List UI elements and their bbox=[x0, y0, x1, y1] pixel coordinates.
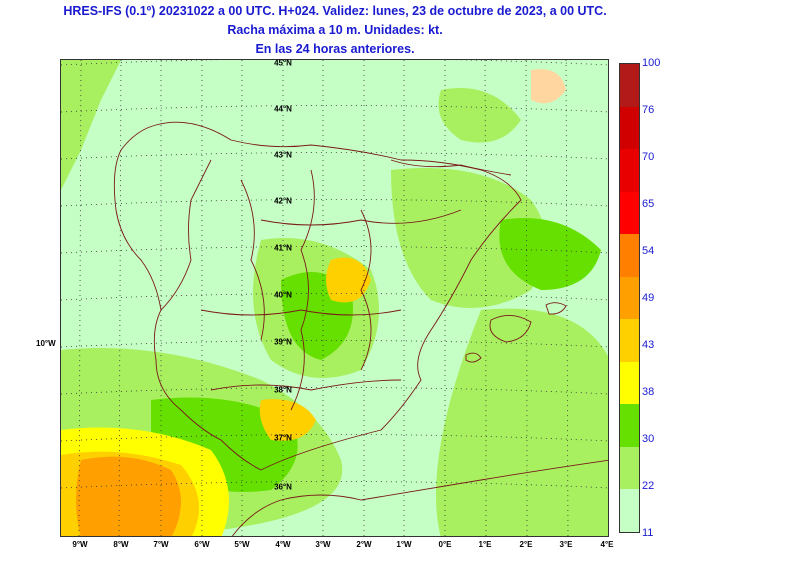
colorbar-segment bbox=[620, 276, 639, 320]
field-strong-balearic bbox=[499, 218, 601, 290]
region-border-1 bbox=[240, 179, 265, 341]
ibiza-island bbox=[465, 352, 482, 363]
colorbar-label: 11 bbox=[642, 527, 654, 539]
lon-label: 6°W bbox=[194, 540, 210, 549]
lon-label: 3°E bbox=[559, 540, 573, 549]
colorbar-segment bbox=[620, 149, 639, 192]
menorca-island bbox=[545, 302, 567, 315]
lat-label: 39°N bbox=[274, 337, 292, 347]
lat-label: 44°N bbox=[274, 104, 292, 114]
field-very-intense-gulf bbox=[76, 456, 181, 536]
colorbar-label: 70 bbox=[642, 151, 655, 163]
colorbar-label: 76 bbox=[642, 104, 655, 116]
title-line-2: Racha máxima a 10 m. Unidades: kt. bbox=[227, 23, 443, 37]
colorbar-label: 54 bbox=[642, 245, 655, 257]
title-line-3: En las 24 horas anteriores. bbox=[255, 42, 415, 56]
wind-gust-map bbox=[61, 60, 608, 536]
portugal-border bbox=[160, 159, 212, 311]
colorbar-label: 65 bbox=[642, 198, 655, 210]
france-border bbox=[390, 159, 512, 176]
coastline bbox=[113, 121, 608, 536]
region-border-5 bbox=[210, 379, 402, 391]
lon-label: 4°E bbox=[600, 540, 614, 549]
lat-label: 43°N bbox=[274, 150, 292, 160]
mallorca-island bbox=[489, 315, 532, 343]
graticule bbox=[61, 60, 608, 536]
colorbar-segment bbox=[620, 361, 639, 405]
colorbar-segment bbox=[620, 446, 639, 490]
field-moderate-east bbox=[391, 168, 546, 308]
lat-label: 40°N bbox=[274, 290, 292, 300]
title-line-1: HRES-IFS (0.1º) 20231022 a 00 UTC. H+024… bbox=[63, 4, 607, 18]
colorbar-label: 38 bbox=[642, 386, 655, 398]
colorbar-segment bbox=[620, 64, 639, 107]
lon-label: 5°W bbox=[234, 540, 250, 549]
lat-label: 36°N bbox=[274, 482, 292, 492]
lon-label: 0°E bbox=[438, 540, 452, 549]
lat-label: 41°N bbox=[274, 243, 292, 253]
field-intense-south-inland bbox=[259, 399, 316, 441]
colorbar-label: 49 bbox=[642, 292, 655, 304]
colorbar-segment bbox=[620, 319, 639, 362]
field-moderate-biscay bbox=[438, 88, 521, 143]
wind-field bbox=[61, 60, 608, 536]
colorbar-segment bbox=[620, 489, 639, 533]
colorbar-segment bbox=[620, 234, 639, 277]
colorbar-label: 100 bbox=[642, 57, 661, 69]
colorbar-label: 30 bbox=[642, 433, 655, 445]
region-border-3 bbox=[360, 209, 372, 371]
colorbar-label: 22 bbox=[642, 480, 655, 492]
region-border-4 bbox=[200, 309, 402, 316]
lon-label: 8°W bbox=[113, 540, 129, 549]
lat-label: 42°N bbox=[274, 196, 292, 206]
colorbar-segment bbox=[620, 404, 639, 447]
lon-label: 2°W bbox=[356, 540, 372, 549]
side-longitude-label: 10°W bbox=[36, 339, 56, 348]
colorbar-segment bbox=[620, 191, 639, 235]
lon-label: 4°W bbox=[275, 540, 291, 549]
lon-label: 2°E bbox=[519, 540, 533, 549]
field-light-biscay bbox=[531, 69, 566, 104]
field-intense-center bbox=[326, 257, 371, 303]
field-moderate-north-atlantic bbox=[61, 60, 121, 190]
iberia-outline bbox=[113, 121, 522, 471]
colorbar bbox=[619, 63, 640, 533]
lon-label: 9°W bbox=[72, 540, 88, 549]
region-border-2 bbox=[290, 169, 315, 411]
lat-label: 38°N bbox=[274, 385, 292, 395]
lon-label: 1°E bbox=[478, 540, 492, 549]
africa-coast bbox=[231, 459, 608, 536]
chart-title: HRES-IFS (0.1º) 20231022 a 00 UTC. H+024… bbox=[0, 2, 670, 59]
colorbar-label: 43 bbox=[642, 339, 655, 351]
lon-label: 1°W bbox=[396, 540, 412, 549]
lon-label: 7°W bbox=[153, 540, 169, 549]
lat-label: 45°N bbox=[274, 58, 292, 68]
region-border-6 bbox=[260, 209, 462, 226]
lat-label: 37°N bbox=[274, 433, 292, 443]
field-moderate-balearic bbox=[436, 308, 608, 536]
map-area bbox=[60, 59, 609, 537]
colorbar-segment bbox=[620, 106, 639, 150]
lon-label: 3°W bbox=[315, 540, 331, 549]
